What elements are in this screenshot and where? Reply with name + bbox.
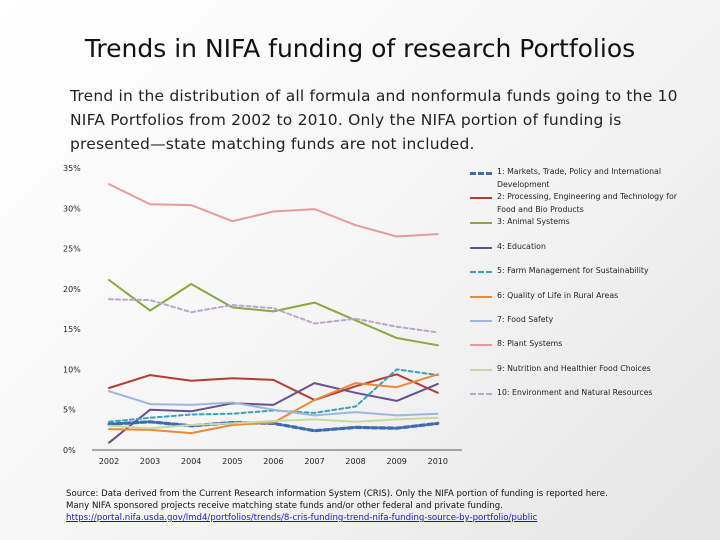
x-tick-label: 2003 [140,457,160,466]
legend-swatch [470,172,492,175]
y-tick-label: 25% [63,245,81,254]
legend-swatch [470,369,492,371]
legend-swatch [470,296,492,298]
legend-label: 5: Farm Management for Sustainability [497,266,649,275]
y-tick-label: 15% [63,325,81,334]
slide-title: Trends in NIFA funding of research Portf… [84,34,636,63]
legend-swatch [470,320,492,322]
y-tick-label: 35% [63,164,81,173]
legend-label: 1: Markets, Trade, Policy and Internatio… [497,167,662,189]
series-line-7 [108,390,439,417]
legend-swatch [470,247,492,249]
series-line-10 [108,298,439,334]
x-tick-label: 2002 [99,457,119,466]
legend-swatch [470,197,492,199]
legend-label: 7: Food Safety [497,315,554,324]
x-tick-label: 2005 [222,457,242,466]
legend-label: 6: Quality of Life in Rural Areas [497,291,619,300]
legend-swatch [470,271,492,273]
legend-swatch [470,222,492,224]
slide-subtitle: Trend in the distribution of all formula… [70,87,678,153]
y-tick-label: 0% [63,446,76,455]
series-line-8 [108,183,439,238]
y-tick-label: 30% [63,204,81,213]
legend-label: 8: Plant Systems [497,339,563,348]
legend-label: 4: Education [497,242,546,251]
series-line-6 [108,373,439,435]
source-line-1: Source: Data derived from the Current Re… [66,489,608,499]
legend-label: 10: Environment and Natural Resources [497,388,653,397]
legend-label: 2: Processing, Engineering and Technolog… [497,192,677,214]
x-tick-label: 2004 [181,457,201,466]
y-tick-label: 10% [63,365,81,374]
series-line-9 [108,416,439,430]
source-link[interactable]: https://portal.nifa.usda.gov/lmd4/portfo… [66,513,538,523]
x-tick-label: 2010 [428,457,448,466]
x-tick-label: 2006 [263,457,283,466]
legend-swatch [470,393,492,395]
legend-label: 9: Nutrition and Healthier Food Choices [497,364,651,373]
source-note: Source: Data derived from the Current Re… [66,488,696,524]
y-tick-label: 20% [63,285,81,294]
legend-label: 3: Animal Systems [497,217,570,226]
y-tick-label: 5% [63,406,76,415]
x-tick-label: 2007 [304,457,324,466]
source-line-2: Many NIFA sponsored projects receive mat… [66,501,503,511]
x-tick-label: 2009 [387,457,407,466]
legend-swatch [470,344,492,346]
series-line-2 [108,373,439,401]
series-line-3 [108,279,439,347]
x-tick-label: 2008 [345,457,365,466]
series-line-4 [108,382,439,444]
